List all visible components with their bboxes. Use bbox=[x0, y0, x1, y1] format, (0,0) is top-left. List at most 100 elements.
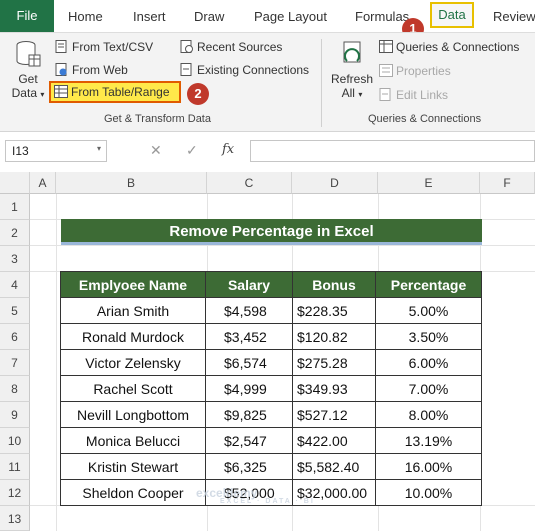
percentage-cell[interactable]: 6.00% bbox=[375, 349, 482, 376]
existing-connections-label: Existing Connections bbox=[197, 63, 310, 77]
get-data-button[interactable]: Get Data ▾ bbox=[10, 39, 46, 107]
table-row: Sheldon Cooper $52,000 $32,000.00 10.00% bbox=[60, 479, 482, 506]
percentage-cell[interactable]: 5.00% bbox=[375, 297, 482, 324]
salary-cell[interactable]: $52,000 bbox=[205, 479, 293, 506]
bonus-cell[interactable]: $5,582.40 bbox=[292, 453, 376, 480]
sheet-title: Remove Percentage in Excel bbox=[61, 219, 482, 245]
name-box-value: I13 bbox=[12, 144, 29, 158]
formula-buttons: ✕ ✓ fx bbox=[138, 140, 248, 162]
database-icon bbox=[16, 41, 41, 67]
bonus-cell[interactable]: $275.28 bbox=[292, 349, 376, 376]
tab-insert[interactable]: Insert bbox=[133, 9, 166, 24]
gridline bbox=[56, 194, 57, 531]
tab-draw[interactable]: Draw bbox=[194, 9, 225, 24]
check-icon[interactable]: ✓ bbox=[186, 142, 198, 158]
chevron-down-icon: ▾ bbox=[40, 90, 45, 99]
bonus-cell[interactable]: $422.00 bbox=[292, 427, 376, 454]
bonus-cell[interactable]: $527.12 bbox=[292, 401, 376, 428]
connections-icon bbox=[180, 63, 192, 76]
name-box[interactable]: I13 ▾ bbox=[5, 140, 107, 162]
properties-button[interactable]: Properties bbox=[379, 64, 451, 78]
row-header-1[interactable]: 1 bbox=[0, 194, 30, 220]
percentage-cell[interactable]: 8.00% bbox=[375, 401, 482, 428]
employee-name-cell[interactable]: Arian Smith bbox=[60, 297, 206, 324]
employee-name-cell[interactable]: Nevill Longbottom bbox=[60, 401, 206, 428]
column-header-f[interactable]: F bbox=[480, 172, 535, 194]
existing-connections-button[interactable]: Existing Connections bbox=[180, 63, 309, 77]
tab-review[interactable]: Review bbox=[493, 9, 535, 24]
row-header-7[interactable]: 7 bbox=[0, 350, 30, 376]
column-header-b[interactable]: B bbox=[56, 172, 207, 194]
bonus-cell[interactable]: $349.93 bbox=[292, 375, 376, 402]
employee-table: Emplyoee Name Salary Bonus Percentage Ar… bbox=[60, 271, 482, 506]
column-header-c[interactable]: C bbox=[207, 172, 292, 194]
text-file-icon bbox=[55, 40, 67, 53]
table-row: Nevill Longbottom $9,825 $527.12 8.00% bbox=[60, 401, 482, 428]
employee-name-cell[interactable]: Kristin Stewart bbox=[60, 453, 206, 480]
row-header-12[interactable]: 12 bbox=[0, 480, 30, 506]
tab-home[interactable]: Home bbox=[68, 9, 103, 24]
header-employee-name[interactable]: Emplyoee Name bbox=[60, 271, 206, 298]
percentage-cell[interactable]: 10.00% bbox=[375, 479, 482, 506]
gridline bbox=[30, 505, 535, 506]
refresh-all-button[interactable]: Refresh All ▾ bbox=[331, 39, 373, 107]
cancel-icon[interactable]: ✕ bbox=[150, 142, 162, 158]
edit-links-label: Edit Links bbox=[396, 88, 449, 102]
row-header-2[interactable]: 2 bbox=[0, 220, 30, 246]
row-header-5[interactable]: 5 bbox=[0, 298, 30, 324]
employee-name-cell[interactable]: Sheldon Cooper bbox=[60, 479, 206, 506]
edit-links-button[interactable]: Edit Links bbox=[379, 88, 448, 102]
percentage-cell[interactable]: 16.00% bbox=[375, 453, 482, 480]
bonus-cell[interactable]: $228.35 bbox=[292, 297, 376, 324]
column-header-e[interactable]: E bbox=[378, 172, 480, 194]
properties-icon bbox=[379, 64, 393, 77]
tab-formulas[interactable]: Formulas bbox=[355, 9, 410, 24]
bonus-cell[interactable]: $120.82 bbox=[292, 323, 376, 350]
from-table-range-button[interactable]: From Table/Range bbox=[49, 81, 181, 103]
employee-name-cell[interactable]: Victor Zelensky bbox=[60, 349, 206, 376]
recent-sources-button[interactable]: Recent Sources bbox=[180, 40, 282, 54]
row-header-6[interactable]: 6 bbox=[0, 324, 30, 350]
salary-cell[interactable]: $2,547 bbox=[205, 427, 293, 454]
row-header-11[interactable]: 11 bbox=[0, 454, 30, 480]
group-separator bbox=[321, 39, 322, 127]
percentage-cell[interactable]: 7.00% bbox=[375, 375, 482, 402]
employee-name-cell[interactable]: Rachel Scott bbox=[60, 375, 206, 402]
row-header-8[interactable]: 8 bbox=[0, 376, 30, 402]
row-header-13[interactable]: 13 bbox=[0, 506, 30, 531]
salary-cell[interactable]: $9,825 bbox=[205, 401, 293, 428]
salary-cell[interactable]: $3,452 bbox=[205, 323, 293, 350]
formula-input[interactable] bbox=[250, 140, 535, 162]
column-header-d[interactable]: D bbox=[292, 172, 378, 194]
insert-function-button[interactable]: fx bbox=[222, 142, 235, 157]
ribbon-data-panel: Get Data ▾ From Text/CSV From Web From T… bbox=[0, 32, 535, 132]
salary-cell[interactable]: $4,598 bbox=[205, 297, 293, 324]
tab-file[interactable]: File bbox=[0, 0, 54, 32]
from-web-button[interactable]: From Web bbox=[55, 63, 128, 77]
tab-page-layout[interactable]: Page Layout bbox=[254, 9, 328, 24]
salary-cell[interactable]: $6,325 bbox=[205, 453, 293, 480]
salary-cell[interactable]: $6,574 bbox=[205, 349, 293, 376]
employee-name-cell[interactable]: Monica Belucci bbox=[60, 427, 206, 454]
salary-cell[interactable]: $4,999 bbox=[205, 375, 293, 402]
row-header-10[interactable]: 10 bbox=[0, 428, 30, 454]
header-bonus[interactable]: Bonus bbox=[292, 271, 376, 298]
bonus-cell[interactable]: $32,000.00 bbox=[292, 479, 376, 506]
header-salary[interactable]: Salary bbox=[205, 271, 293, 298]
column-header-a[interactable]: A bbox=[30, 172, 56, 194]
employee-name-cell[interactable]: Ronald Murdock bbox=[60, 323, 206, 350]
from-text-csv-label: From Text/CSV bbox=[72, 40, 154, 54]
properties-label: Properties bbox=[396, 64, 451, 78]
select-all-corner[interactable] bbox=[0, 172, 30, 194]
queries-connections-button[interactable]: Queries & Connections bbox=[379, 40, 519, 54]
table-header-row: Emplyoee Name Salary Bonus Percentage bbox=[60, 271, 482, 298]
row-header-9[interactable]: 9 bbox=[0, 402, 30, 428]
get-data-label-2: Data bbox=[11, 86, 37, 100]
from-text-csv-button[interactable]: From Text/CSV bbox=[55, 40, 153, 54]
row-header-3[interactable]: 3 bbox=[0, 246, 30, 272]
percentage-cell[interactable]: 3.50% bbox=[375, 323, 482, 350]
header-percentage[interactable]: Percentage bbox=[375, 271, 482, 298]
row-header-4[interactable]: 4 bbox=[0, 272, 30, 298]
percentage-cell[interactable]: 13.19% bbox=[375, 427, 482, 454]
tab-data[interactable]: Data bbox=[430, 2, 474, 28]
